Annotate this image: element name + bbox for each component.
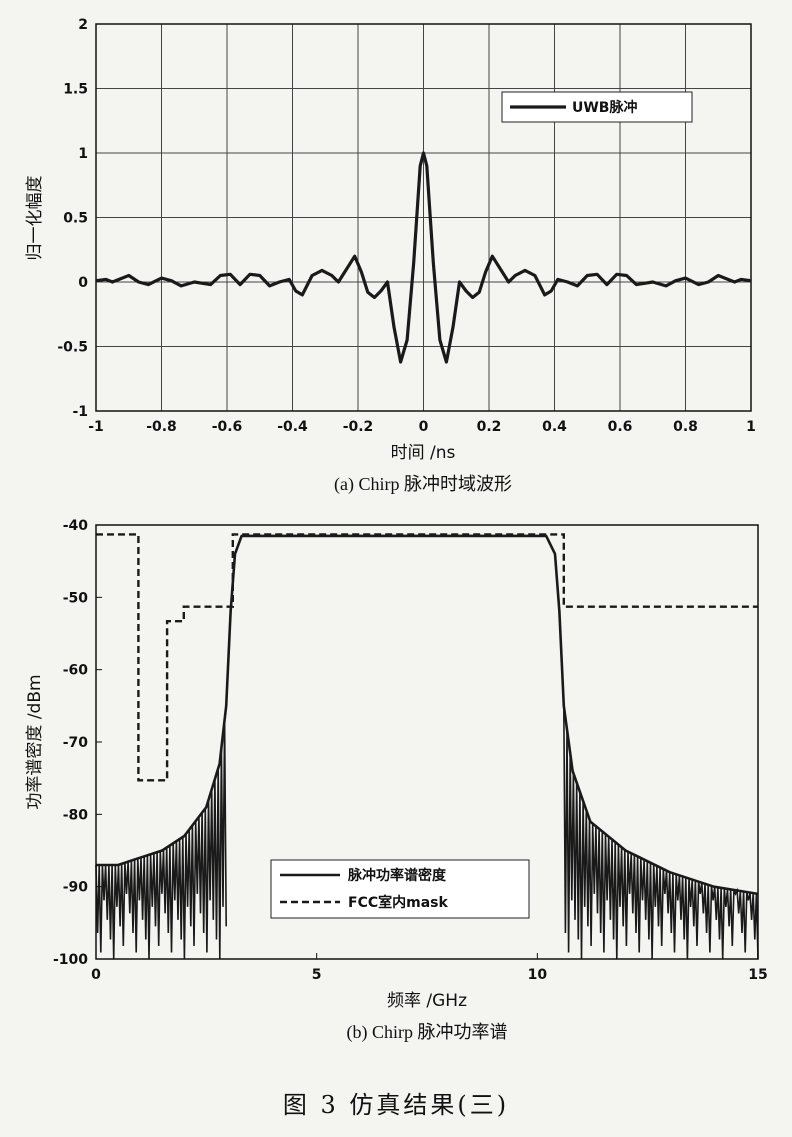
- chart-a-x-tick-label: 0.6: [608, 419, 633, 435]
- chart-a-frame: [95, 23, 752, 412]
- chart-b-legend: 脉冲功率谱密度 FCC室内mask: [270, 859, 530, 919]
- chart-a-legend-label: UWB脉冲: [572, 99, 637, 116]
- chart-a-x-tick-label: -1: [88, 419, 104, 435]
- chart-a-y-tick-label: 1: [78, 146, 88, 162]
- chart-b-x-tick-label: 15: [748, 967, 767, 983]
- chart-a-y-tick-label: 0.5: [63, 211, 88, 227]
- chart-b-series-psd: [96, 534, 759, 896]
- chart-a-y-tick-label: 2: [78, 17, 88, 33]
- chart-b-y-tick-label: -80: [63, 807, 89, 823]
- chart-a-x-tick-label: 1: [746, 419, 756, 435]
- chart-a-x-tick-label: 0.4: [542, 419, 567, 435]
- chart-b-y-tick-label: -50: [63, 590, 89, 606]
- chart-a-x-tick-label: 0.2: [477, 419, 502, 435]
- chart-a-x-tick-label: -0.6: [212, 419, 243, 435]
- chart-b-power-spectrum: 0 5 10 15 -100 -90 -80 -70 -60 -50 -40 脉冲功率谱密度 FC…: [25, 518, 768, 1043]
- chart-b-y-ticks: -100 -90 -80 -70 -60 -50 -40: [53, 518, 102, 968]
- chart-a-x-tick-label: -0.2: [343, 419, 374, 435]
- figure-caption: 图 3 仿真结果(三): [282, 1091, 510, 1119]
- chart-b-y-tick-label: -40: [63, 518, 89, 534]
- chart-b-x-ticks: 0 5 10 15: [91, 953, 768, 983]
- chart-a-caption: (a) Chirp 脉冲时域波形: [334, 474, 512, 495]
- chart-b-series-fcc-mask: [96, 533, 758, 782]
- chart-b-x-tick-label: 5: [312, 967, 322, 983]
- chart-a-x-tick-label: -0.8: [146, 419, 177, 435]
- chart-b-x-tick-label: 10: [528, 967, 548, 983]
- chart-b-legend-label-mask: FCC室内mask: [348, 894, 448, 911]
- chart-a-legend: UWB脉冲: [501, 91, 693, 123]
- chart-a-x-ticks: -1 -0.8 -0.6 -0.4 -0.2 0 0.2 0.4 0.6 0.8 1: [88, 419, 756, 435]
- chart-a-y-label: 归一化幅度: [25, 176, 45, 261]
- chart-a-x-tick-label: 0: [419, 419, 429, 435]
- chart-b-x-tick-label: 0: [91, 967, 101, 983]
- chart-b-y-tick-label: -100: [53, 952, 88, 968]
- chart-b-noise-fill: [95, 705, 759, 960]
- chart-a-y-ticks: -1 -0.5 0 0.5 1 1.5 2: [57, 17, 88, 420]
- chart-b-x-label: 频率 /GHz: [387, 991, 467, 1011]
- chart-b-psd-oscillation: [563, 705, 759, 960]
- chart-a-grid: [95, 23, 752, 412]
- chart-a-y-tick-label: 0: [78, 275, 88, 291]
- chart-a-time-domain: -1 -0.8 -0.6 -0.4 -0.2 0 0.2 0.4 0.6 0.8 1 -1 -0.5 0…: [25, 17, 756, 495]
- chart-b-y-tick-label: -90: [63, 880, 89, 896]
- chart-a-y-tick-label: -0.5: [57, 340, 88, 356]
- chart-b-y-label: 功率谱密度 /dBm: [25, 674, 45, 809]
- chart-b-legend-box: [270, 859, 530, 919]
- chart-a-y-tick-label: -1: [72, 404, 88, 420]
- chart-a-x-label: 时间 /ns: [391, 443, 456, 463]
- chart-a-x-tick-label: 0.8: [673, 419, 698, 435]
- chart-a-x-tick-label: -0.4: [277, 419, 308, 435]
- chart-b-y-tick-label: -70: [63, 735, 89, 751]
- chart-a-y-tick-label: 1.5: [63, 82, 88, 98]
- chart-a-series-uwb-pulse: [95, 151, 752, 364]
- chart-b-caption: (b) Chirp 脉冲功率谱: [347, 1022, 508, 1043]
- chart-b-y-tick-label: -60: [63, 663, 89, 679]
- chart-b-psd-oscillation: [95, 719, 227, 960]
- chart-b-legend-label-psd: 脉冲功率谱密度: [347, 867, 447, 884]
